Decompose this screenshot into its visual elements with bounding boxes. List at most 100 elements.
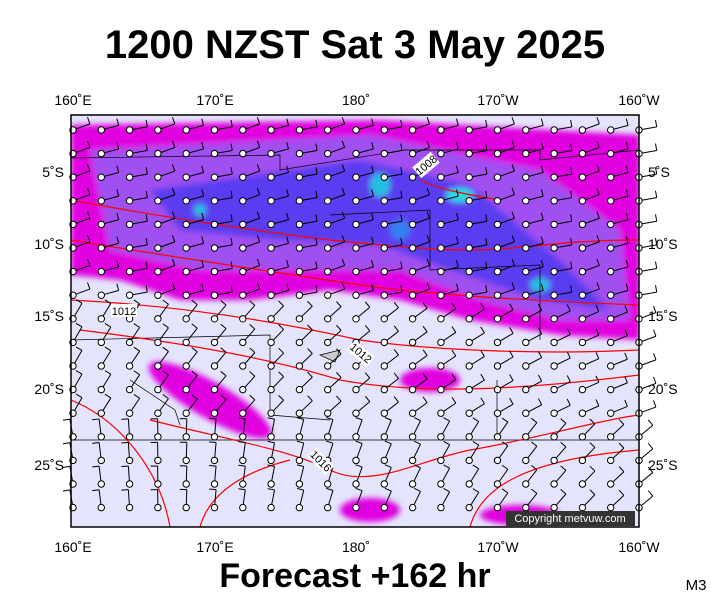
barb-station (408, 315, 417, 323)
barb-flag (249, 394, 256, 401)
barb-flag (537, 398, 543, 405)
barb-flag (655, 143, 658, 151)
barb-flag (267, 440, 275, 444)
barb-station (607, 173, 615, 181)
barb-flag (443, 488, 450, 493)
barb-station (154, 291, 162, 299)
barb-station (493, 433, 502, 441)
barb-flag (501, 441, 509, 447)
barb-flag (647, 443, 654, 450)
barb-station (125, 456, 134, 465)
barb-station (267, 126, 275, 134)
barb-station (522, 362, 530, 370)
barb-flag (596, 211, 600, 219)
isobar-label-box (346, 340, 375, 367)
barb-station (125, 409, 134, 417)
barb-station (182, 244, 190, 252)
barb-station (408, 362, 417, 370)
barb-station (324, 220, 332, 229)
isobar-label-box (306, 447, 335, 476)
barb-station (154, 362, 162, 370)
barb-flag (511, 164, 515, 172)
barb-station (465, 315, 473, 323)
lat-label-right: 20˚S (648, 381, 678, 397)
barb-station (210, 315, 219, 323)
barb-flag (485, 190, 488, 198)
barb-flag (133, 346, 140, 352)
barb-flag (315, 167, 318, 175)
barb-flag (511, 140, 515, 148)
barb-station (352, 149, 360, 158)
barb-flag (315, 143, 318, 151)
lat-label-left: 20˚S (34, 381, 64, 397)
barb-flag (364, 372, 371, 379)
barb-flag (201, 189, 205, 197)
barb-station (324, 149, 332, 158)
barb-station (607, 362, 615, 370)
barb-station (550, 503, 558, 512)
barb-flag (625, 142, 629, 150)
barb-station (408, 173, 417, 181)
barb-station (125, 480, 134, 488)
barb-station (550, 338, 558, 347)
barb-flag (201, 283, 205, 291)
barb-flag (75, 393, 83, 399)
barb-station (465, 149, 473, 158)
forecast-label: Forecast +162 hr (219, 557, 490, 595)
barb-station (408, 291, 417, 299)
barb-flag (171, 117, 176, 125)
barb-station (267, 197, 275, 205)
barb-flag (400, 119, 403, 127)
barb-flag (315, 237, 318, 245)
barb-station (408, 409, 417, 417)
barb-station (97, 362, 106, 370)
barb-station (97, 503, 106, 512)
barb-flag (443, 464, 450, 469)
barb-station (550, 291, 558, 299)
barb-station (154, 338, 162, 347)
barb-station (380, 409, 388, 417)
barb-flag (230, 190, 233, 198)
barb-station (239, 173, 247, 181)
barb-station (267, 503, 275, 512)
barb-flag (443, 417, 450, 422)
barb-station (493, 197, 502, 205)
barb-flag (422, 349, 428, 356)
barb-flag (570, 119, 573, 127)
barb-flag (596, 117, 600, 125)
barb-station (352, 409, 360, 417)
barb-flag (509, 327, 514, 334)
barb-station (437, 197, 445, 205)
barb-flag (256, 282, 261, 290)
barb-station (607, 149, 615, 158)
barb-flag (92, 442, 100, 444)
barb-flag (341, 235, 346, 243)
barb-flag (364, 301, 371, 308)
barb-station (465, 173, 473, 181)
barb-station (380, 197, 388, 205)
barb-flag (422, 325, 428, 333)
barb-flag (336, 395, 342, 402)
barb-station (324, 338, 332, 347)
barb-station (408, 480, 417, 488)
isobar (71, 299, 639, 353)
barb-station (578, 197, 587, 205)
barb-flag (511, 187, 515, 195)
barb-flag (162, 299, 169, 305)
barb-flag (201, 212, 205, 220)
barb-flag (509, 303, 514, 311)
isobar-label-box (111, 304, 137, 317)
barb-station (493, 480, 502, 488)
model-code: M3 (686, 577, 707, 594)
barb-station (267, 385, 275, 394)
barb-station (295, 409, 304, 417)
barb-flag (625, 189, 629, 197)
barb-station (210, 197, 219, 205)
barb-flag (624, 399, 628, 407)
barb-station (324, 126, 332, 134)
barb-station (324, 197, 332, 205)
barb-station (295, 362, 304, 370)
barb-flag (509, 374, 514, 381)
lat-label-left: 15˚S (34, 308, 64, 324)
barb-flag (540, 165, 544, 173)
